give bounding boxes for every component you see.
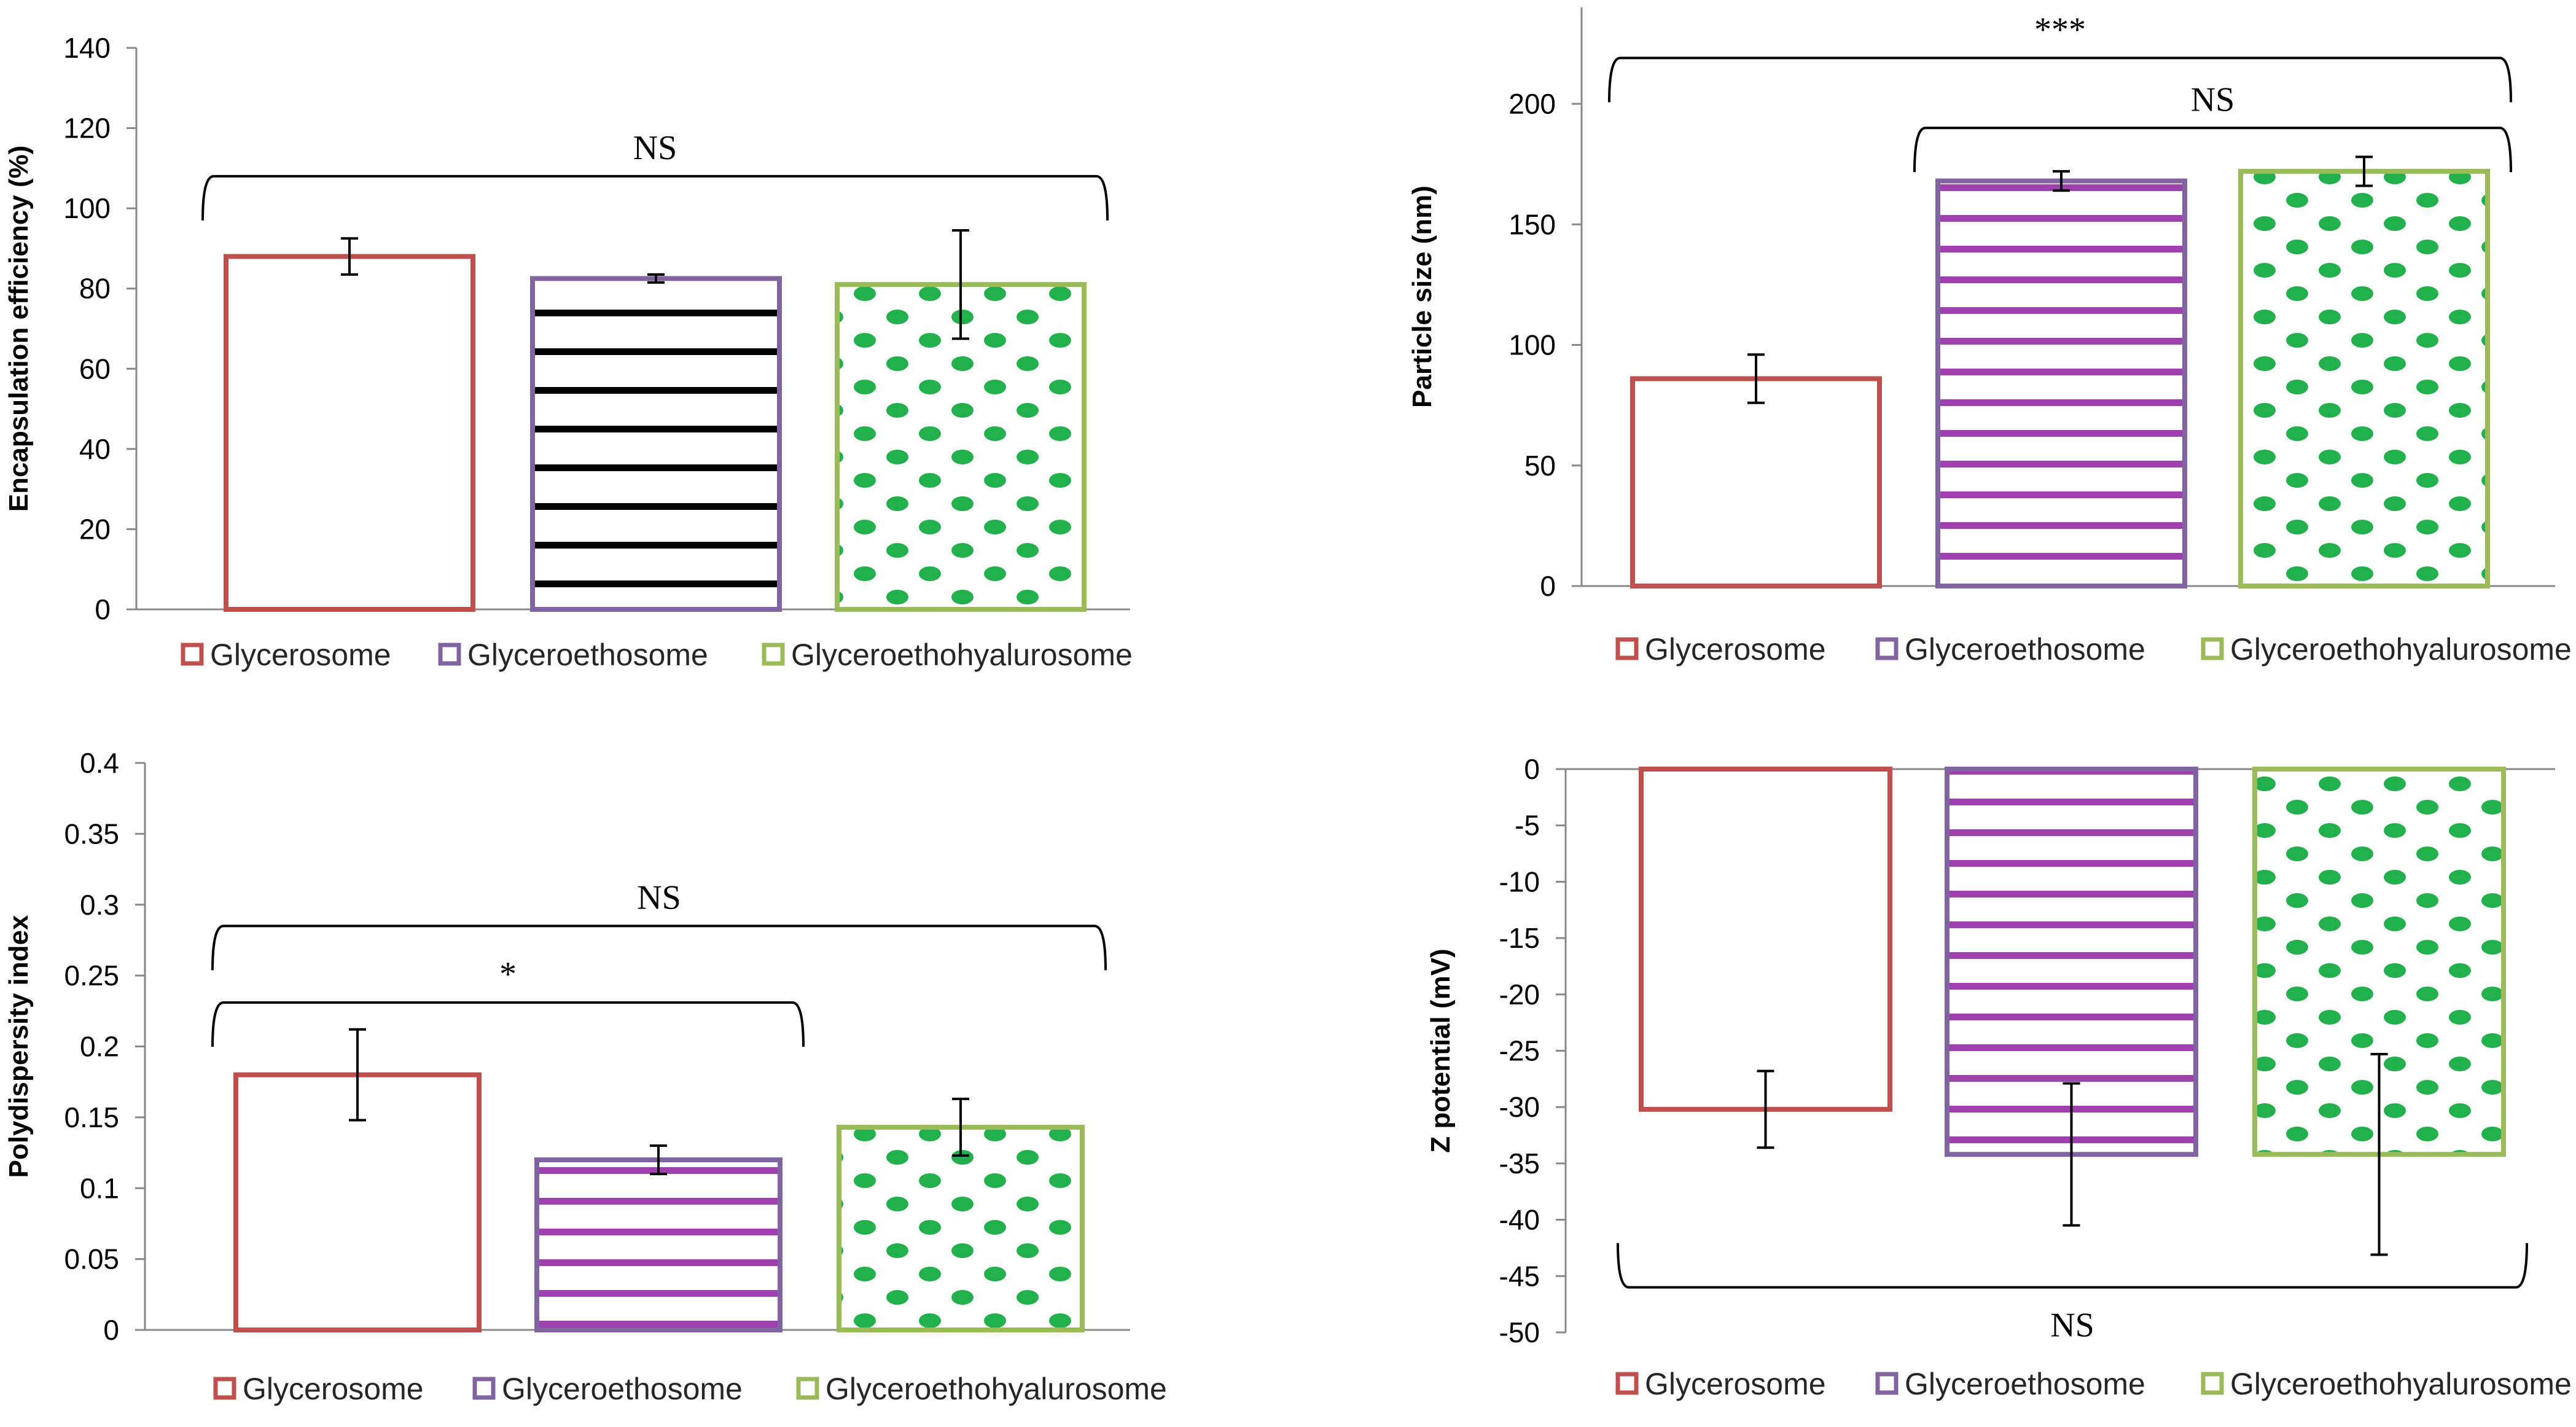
bar-glyceroethosome <box>530 276 782 612</box>
significance-bracket <box>1913 127 2512 173</box>
y-tick-label: 60 <box>79 353 111 385</box>
legend-label-glyceroethosome: Glyceroethosome <box>1905 1367 2145 1401</box>
bar-glycerosome <box>1639 767 1892 1112</box>
y-tick-label: -5 <box>1515 810 1540 842</box>
legend-swatch-glyceroethosome <box>1875 1372 1899 1395</box>
legend-swatch-glycerosome <box>181 643 204 666</box>
y-tick-label: 50 <box>1524 450 1556 482</box>
legend: Glycerosome Glyceroethosome Glyceroethohya… <box>181 638 1133 672</box>
legend-label-glyceroethosome: Glyceroethosome <box>467 638 708 672</box>
significance-label: NS <box>637 878 681 917</box>
legend: Glycerosome Glyceroethosome Glyceroethohya… <box>213 1372 1167 1406</box>
y-tick-label: -25 <box>1499 1035 1540 1067</box>
y-tick-label: 0.2 <box>80 1031 119 1063</box>
significance-label: * <box>499 955 517 993</box>
y-tick-label: 20 <box>79 513 111 545</box>
significance-label: NS <box>2191 80 2235 119</box>
legend-label-glyceroethohyalurosome: Glyceroethohyalurosome <box>791 638 1133 672</box>
legend-label-glycerosome: Glycerosome <box>1645 1367 1826 1401</box>
chart-ps: 0 50 100 150 200 Particle size (nm) *** NS Glyce… <box>1407 7 2572 667</box>
y-tick-label: 0.25 <box>64 960 119 991</box>
legend-label-glyceroethosome: Glyceroethosome <box>1905 632 2145 667</box>
bar-glyceroethosome <box>1935 178 2187 589</box>
y-tick-label: 0 <box>1524 753 1540 785</box>
legend-swatch-glyceroethohyalurosome <box>2201 1372 2224 1395</box>
y-tick-label: 120 <box>63 112 111 144</box>
legend-label-glycerosome: Glycerosome <box>210 638 391 672</box>
y-axis-label: Polydispersity index <box>4 915 34 1178</box>
y-tick-label: 0.1 <box>80 1172 119 1204</box>
significance-label: NS <box>2050 1307 2094 1345</box>
y-axis-label: Encapsulation efficiency (%) <box>4 146 34 512</box>
legend-swatch-glyceroethohyalurosome <box>2201 637 2224 660</box>
legend-swatch-glycerosome <box>1615 637 1639 660</box>
significance-bracket <box>211 1001 805 1047</box>
y-tick-label: 200 <box>1509 88 1556 120</box>
y-tick-label: 0 <box>103 1314 119 1346</box>
significance-label: *** <box>2034 10 2086 49</box>
significance-bracket <box>1608 57 2512 103</box>
y-tick-label: -20 <box>1499 979 1540 1011</box>
y-tick-label: 150 <box>1509 208 1556 240</box>
legend: Glycerosome Glyceroethosome Glyceroethohya… <box>1615 632 2572 667</box>
y-tick-label: -30 <box>1499 1091 1540 1123</box>
legend-label-glyceroethosome: Glyceroethosome <box>502 1372 743 1406</box>
y-tick-label: -50 <box>1499 1316 1540 1348</box>
y-tick-label: 0.05 <box>64 1243 119 1275</box>
bar-glycerosome <box>1630 376 1882 588</box>
bar-glyceroethohyalurosome <box>837 1125 1085 1332</box>
y-tick-label: 40 <box>79 433 111 465</box>
y-axis-label: Z potential (mV) <box>1426 948 1456 1152</box>
y-tick-label: 0.3 <box>80 889 119 921</box>
bar-glycerosome <box>224 254 475 612</box>
significance-bracket <box>211 925 1107 971</box>
significance-bracket <box>1617 1243 2528 1289</box>
bar-glyceroethosome <box>534 1157 783 1332</box>
legend-label-glyceroethohyalurosome: Glyceroethohyalurosome <box>825 1372 1167 1406</box>
y-tick-label: -35 <box>1499 1147 1540 1179</box>
legend-label-glycerosome: Glycerosome <box>243 1372 424 1406</box>
significance-label: NS <box>633 129 677 167</box>
y-tick-label: 0 <box>95 593 111 625</box>
legend-swatch-glyceroethohyalurosome <box>796 1377 819 1400</box>
legend-swatch-glyceroethosome <box>438 643 461 666</box>
y-tick-label: 100 <box>1509 329 1556 361</box>
legend-label-glyceroethohyalurosome: Glyceroethohyalurosome <box>2230 1367 2572 1401</box>
y-tick-label: 0.35 <box>64 818 119 850</box>
legend-label-glyceroethohyalurosome: Glyceroethohyalurosome <box>2230 632 2572 667</box>
significance-bracket <box>201 174 1109 221</box>
y-tick-label: 0.4 <box>80 747 119 779</box>
y-tick-label: 100 <box>63 192 111 224</box>
legend-swatch-glyceroethohyalurosome <box>762 643 785 666</box>
legend-swatch-glyceroethosome <box>472 1377 496 1400</box>
y-axis-label: Particle size (nm) <box>1407 186 1437 408</box>
legend-swatch-glycerosome <box>1615 1372 1639 1395</box>
y-tick-label: -15 <box>1499 922 1540 954</box>
y-tick-label: -45 <box>1499 1260 1540 1292</box>
chart-pdi: 0 0.05 0.1 0.15 0.2 0.25 0.3 0.35 0.4 Polydispers… <box>4 747 1167 1406</box>
y-tick-label: 0 <box>1540 570 1556 602</box>
legend-swatch-glyceroethosome <box>1875 637 1899 660</box>
y-tick-label: 0.15 <box>64 1101 119 1133</box>
y-tick-label: 80 <box>79 273 111 305</box>
chart-zp: 0 -5 -10 -15 -20 -25 -30 -35 -40 -45 -50 Z potentia… <box>1426 753 2572 1401</box>
y-tick-label: -10 <box>1499 866 1540 897</box>
y-tick-label: 140 <box>63 32 111 64</box>
bar-glyceroethohyalurosome <box>2238 168 2490 588</box>
y-tick-label: -40 <box>1499 1204 1540 1236</box>
chart-ee: 0 20 40 60 80 100 120 140 Encapsulation efficien… <box>4 32 1133 672</box>
legend: Glycerosome Glyceroethosome Glyceroethohya… <box>1615 1367 2572 1401</box>
bar-glyceroethohyalurosome <box>835 282 1087 612</box>
legend-swatch-glycerosome <box>213 1377 236 1400</box>
legend-label-glycerosome: Glycerosome <box>1645 632 1826 667</box>
